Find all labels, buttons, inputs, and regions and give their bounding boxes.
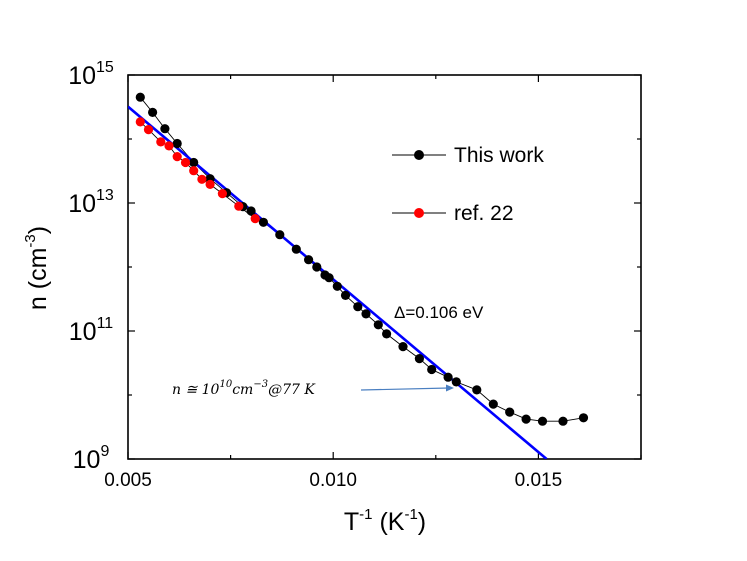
data-point-ref-22 <box>217 189 227 199</box>
data-point-this-work <box>332 281 342 291</box>
x-tick-label: 0.010 <box>309 470 357 491</box>
data-point-this-work <box>275 230 285 240</box>
data-point-this-work <box>414 354 424 364</box>
data-point-this-work <box>443 372 453 382</box>
data-point-this-work <box>353 302 363 312</box>
data-point-ref-22 <box>180 157 191 168</box>
fit-label: Δ=0.106 eV <box>394 303 484 322</box>
data-point-this-work <box>537 416 548 426</box>
series-layer <box>128 92 589 459</box>
data-point-this-work <box>382 329 392 339</box>
plot-frame <box>127 74 642 460</box>
axis-ticks <box>127 74 642 460</box>
data-point-this-work <box>291 244 301 254</box>
data-point-this-work <box>373 320 383 330</box>
y-tick-label: 1013 <box>68 187 114 218</box>
legend-label-this-work: This work <box>454 144 544 167</box>
data-point-this-work <box>361 309 371 319</box>
legend-marker-this-work <box>414 150 424 160</box>
data-point-ref-22 <box>164 141 174 151</box>
note-arrow <box>360 384 454 392</box>
data-point-ref-22 <box>197 174 207 184</box>
data-point-this-work <box>160 124 170 134</box>
legend-entry-this-work: This work <box>392 144 544 167</box>
y-tick-label: 109 <box>73 443 110 474</box>
data-point-ref-22 <box>156 137 166 147</box>
x-tick-label: 0.015 <box>515 470 563 491</box>
data-point-this-work <box>521 414 531 424</box>
note-annotation: n ≅ 1010cm−3@77 K <box>172 379 316 398</box>
data-point-ref-22 <box>205 179 215 189</box>
data-point-this-work <box>258 217 268 227</box>
x-axis-label: T-1 (K-1) <box>344 506 426 536</box>
legend-entry-ref-22: ref. 22 <box>392 202 514 225</box>
data-point-this-work <box>189 157 199 168</box>
data-point-this-work <box>172 138 182 149</box>
y-tick-label: 1011 <box>69 315 114 346</box>
series-line-this-work <box>139 96 584 422</box>
data-point-this-work <box>304 255 314 265</box>
legend: This work ref. 22 <box>392 144 544 225</box>
data-point-ref-22 <box>234 201 244 211</box>
data-point-this-work <box>324 273 334 283</box>
data-point-ref-22 <box>189 166 199 176</box>
data-point-this-work <box>578 413 589 423</box>
data-point-this-work <box>472 385 482 395</box>
legend-label-ref-22: ref. 22 <box>454 202 514 225</box>
legend-marker-ref-22 <box>414 208 424 218</box>
tick-labels: 0.005 0.010 0.015 109 1011 1013 1015 <box>68 59 562 491</box>
data-point-this-work <box>135 92 145 102</box>
data-point-this-work <box>312 262 322 272</box>
data-point-this-work <box>246 206 256 216</box>
data-point-this-work <box>488 399 498 409</box>
y-axis-label: n (cm-3) <box>22 226 52 310</box>
data-point-ref-22 <box>250 214 260 224</box>
data-point-this-work <box>427 364 437 375</box>
data-point-this-work <box>505 407 515 417</box>
data-point-this-work <box>148 107 158 117</box>
data-point-ref-22 <box>135 117 145 127</box>
x-tick-label: 0.005 <box>104 470 152 491</box>
data-point-this-work <box>340 290 351 300</box>
data-point-this-work <box>398 342 408 352</box>
data-point-ref-22 <box>172 152 182 162</box>
data-point-ref-22 <box>143 125 154 135</box>
y-tick-label: 1015 <box>68 59 114 90</box>
data-point-this-work <box>558 416 568 426</box>
data-point-this-work <box>451 377 461 387</box>
